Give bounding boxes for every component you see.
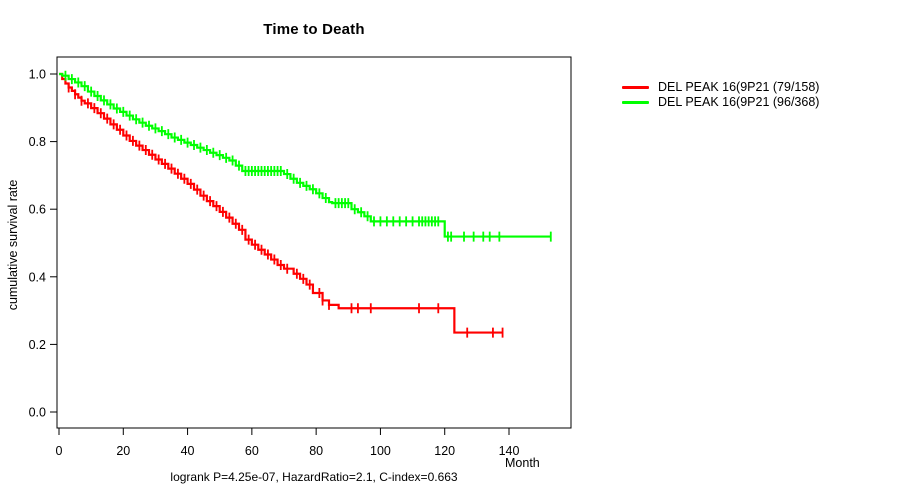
y-tick-label: 0.2 xyxy=(29,338,46,352)
x-tick-label: 80 xyxy=(309,444,323,458)
legend-line-red xyxy=(622,85,649,89)
y-tick-label: 0.0 xyxy=(29,406,46,420)
y-tick-label: 0.4 xyxy=(29,270,46,284)
x-tick-label: 100 xyxy=(370,444,391,458)
legend-label: DEL PEAK 16(9P21 (79/158) xyxy=(658,80,820,94)
x-tick-label: 20 xyxy=(116,444,130,458)
legend-entry-red: DEL PEAK 16(9P21 (79/158) xyxy=(622,80,819,94)
y-tick-label: 1.0 xyxy=(29,68,46,82)
y-axis-label: cumulative survival rate xyxy=(6,179,20,311)
chart-title: Time to Death xyxy=(263,21,365,38)
x-axis-label: Month xyxy=(505,456,540,470)
stats-caption: logrank P=4.25e-07, HazardRatio=2.1, C-i… xyxy=(170,470,458,484)
x-tick-label: 0 xyxy=(56,444,63,458)
legend-entry-green: DEL PEAK 16(9P21 (96/368) xyxy=(622,95,819,109)
survival-curve-green xyxy=(59,72,551,238)
legend-label: DEL PEAK 16(9P21 (96/368) xyxy=(658,95,820,109)
y-tick-label: 0.6 xyxy=(29,203,46,217)
x-tick-label: 140 xyxy=(499,444,520,458)
censor-ticks-green xyxy=(64,70,552,242)
survival-curve-red xyxy=(59,72,503,334)
x-tick-label: 60 xyxy=(245,444,259,458)
plot-frame xyxy=(56,56,572,429)
x-tick-label: 40 xyxy=(181,444,195,458)
y-tick-label: 0.8 xyxy=(29,135,46,149)
censor-ticks-red xyxy=(67,82,504,338)
x-tick-label: 120 xyxy=(434,444,455,458)
legend-line-green xyxy=(622,100,649,104)
legend: DEL PEAK 16(9P21 (79/158) DEL PEAK 16(9P… xyxy=(622,80,819,109)
